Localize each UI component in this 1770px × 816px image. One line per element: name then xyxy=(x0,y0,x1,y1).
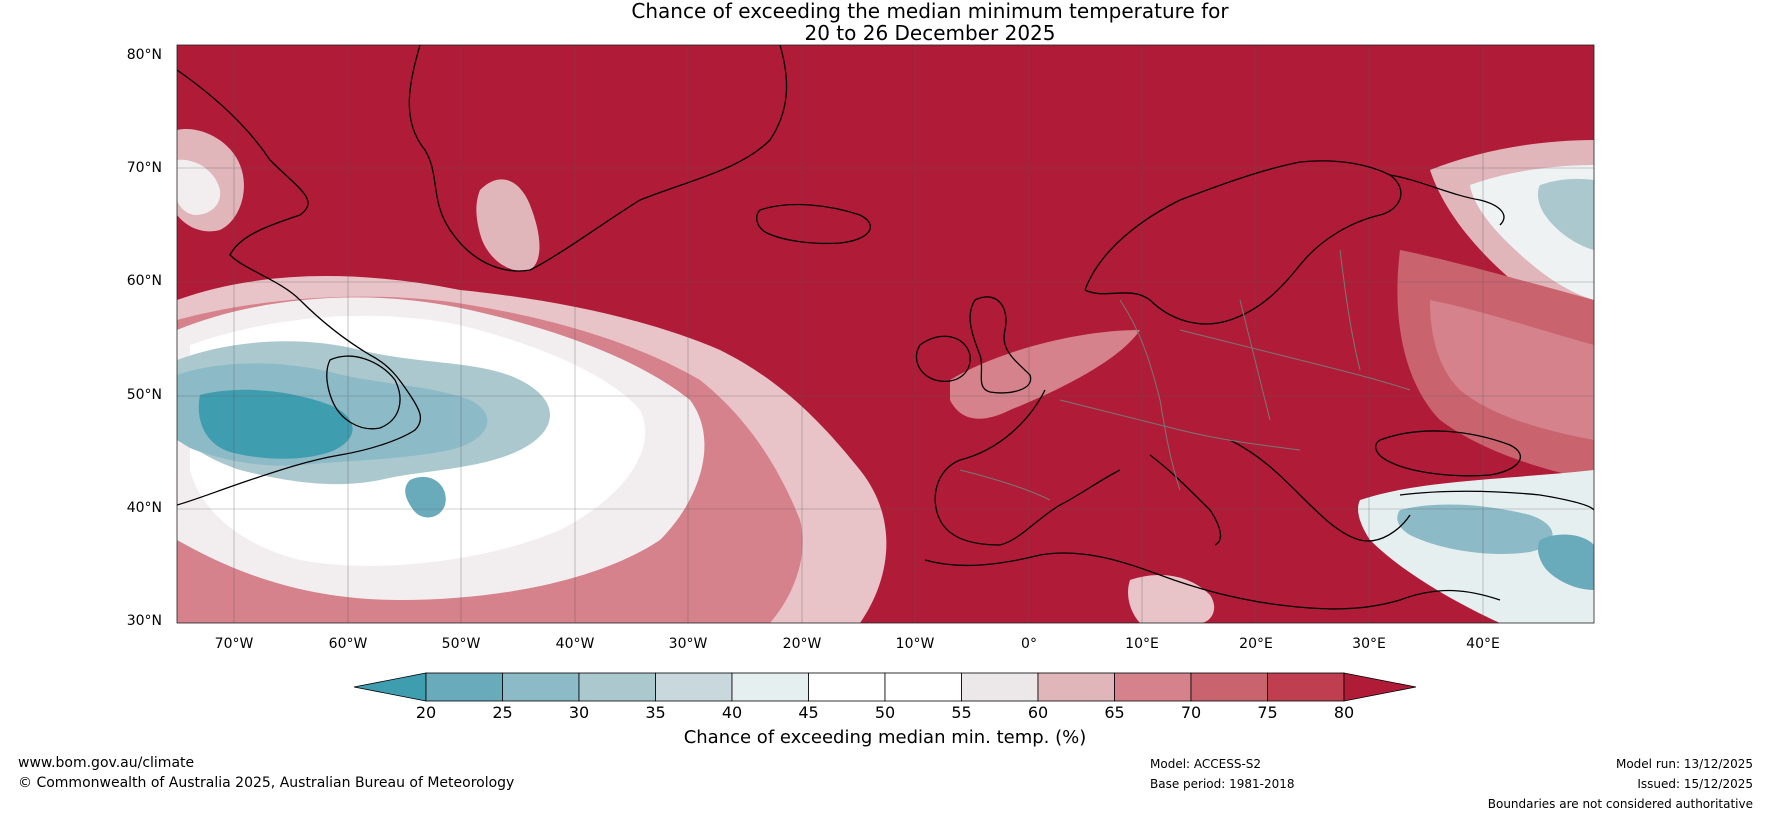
colorbar-swatch xyxy=(1190,672,1268,702)
lat-label-60n: 60°N xyxy=(126,273,162,289)
colorbar-swatch xyxy=(578,672,656,702)
cool-zone-northeast xyxy=(1537,178,1594,250)
colorbar-swatch xyxy=(1037,672,1115,702)
colorbar-tick-label: 40 xyxy=(721,703,743,722)
coast-newfoundland xyxy=(326,355,401,430)
website-link[interactable]: www.bom.gov.au/climate xyxy=(18,755,195,771)
colorbar-swatch xyxy=(655,672,733,702)
warm-zone-east-europe-2 xyxy=(1430,300,1594,440)
coast-balkans xyxy=(1229,439,1411,542)
coast-ireland xyxy=(915,335,971,382)
colorbar-tick-label: 70 xyxy=(1180,703,1202,722)
model-run-date: Model run: 13/12/2025 xyxy=(1615,757,1753,771)
graticule xyxy=(177,45,1594,623)
neutral-zone-north-africa xyxy=(1128,575,1215,623)
lon-label-30e: 30°E xyxy=(1352,636,1386,652)
colorbar-tick-label: 60 xyxy=(1027,703,1049,722)
cool-zone-spot xyxy=(405,476,446,518)
lon-label-50w: 50°W xyxy=(441,636,481,652)
coast-scandinavia xyxy=(1084,160,1402,325)
lon-label-60w: 60°W xyxy=(328,636,368,652)
cool-zone-middle-east-3 xyxy=(1537,534,1594,590)
probability-field xyxy=(177,45,1594,623)
colorbar-swatch xyxy=(425,672,503,702)
base-period: Base period: 1981-2018 xyxy=(1150,777,1295,791)
colorbar-tick-label: 80 xyxy=(1333,703,1355,722)
colorbar-swatch xyxy=(731,672,809,702)
white-zone-baffin xyxy=(177,159,221,215)
colorbar-tick-label: 75 xyxy=(1257,703,1278,722)
coast-black-sea xyxy=(1375,430,1522,477)
lat-label-70n: 70°N xyxy=(126,160,162,176)
colorbar-max-arrow xyxy=(1343,672,1417,702)
coast-europe-iberia xyxy=(934,389,1121,546)
lat-label-40n: 40°N xyxy=(126,500,162,516)
borders xyxy=(959,249,1411,501)
colorbar-tick-label: 35 xyxy=(645,703,666,722)
map-title: Chance of exceeding the median minimum t… xyxy=(631,0,1229,23)
coast-italy xyxy=(1149,454,1222,546)
coast-greenland xyxy=(408,45,788,272)
copyright-text: © Commonwealth of Australia 2025, Austra… xyxy=(18,775,515,791)
colorbar-swatch xyxy=(961,672,1039,702)
colorbar-label: Chance of exceeding median min. temp. (%… xyxy=(683,727,1087,748)
coast-kola xyxy=(1389,174,1505,226)
lat-label-50n: 50°N xyxy=(126,387,162,403)
lon-label-20e: 20°E xyxy=(1239,636,1273,652)
coastlines xyxy=(177,45,1594,610)
boundaries-disclaimer: Boundaries are not considered authoritat… xyxy=(1487,797,1753,811)
coast-baffin-labrador xyxy=(177,69,422,506)
lon-label-10e: 10°E xyxy=(1125,636,1159,652)
colorbar-swatch xyxy=(1267,672,1345,702)
lon-label-40w: 40°W xyxy=(555,636,595,652)
issued-date: Issued: 15/12/2025 xyxy=(1637,777,1753,791)
coast-north-africa xyxy=(924,552,1501,610)
colorbar-swatch xyxy=(884,672,962,702)
colorbar-min-arrow xyxy=(353,672,427,702)
lon-label-20w: 20°W xyxy=(782,636,822,652)
colorbar-tick-label: 65 xyxy=(1104,703,1125,722)
cool-zone-core xyxy=(198,389,353,459)
lon-label-70w: 70°W xyxy=(214,636,254,652)
colorbar-tick-label: 45 xyxy=(798,703,819,722)
lat-label-80n: 80°N xyxy=(126,47,162,63)
coast-iceland xyxy=(756,203,872,245)
lat-label-30n: 30°N xyxy=(126,613,162,629)
colorbar-tick-label: 25 xyxy=(492,703,513,722)
colorbar-tick-label: 50 xyxy=(874,703,896,722)
warm-zone-biscay xyxy=(950,330,1140,419)
colorbar xyxy=(353,672,1417,702)
map-subtitle-dates: 20 to 26 December 2025 xyxy=(804,21,1056,45)
colorbar-tick-label: 30 xyxy=(568,703,590,722)
model-name: Model: ACCESS-S2 xyxy=(1150,757,1262,771)
colorbar-tick-label: 55 xyxy=(951,703,972,722)
colorbar-tick-label: 20 xyxy=(415,703,437,722)
coast-anatolia xyxy=(1399,490,1594,511)
neutral-zone-greenland-south xyxy=(476,179,540,271)
colorbar-swatch xyxy=(808,672,886,702)
map-frame xyxy=(176,44,1595,624)
lon-label-30w: 30°W xyxy=(668,636,708,652)
coast-britain xyxy=(969,296,1032,394)
colorbar-swatch xyxy=(1114,672,1192,702)
colorbar-swatch xyxy=(502,672,580,702)
lon-label-10w: 10°W xyxy=(895,636,935,652)
cool-zone-middle-east-2 xyxy=(1397,504,1553,555)
lon-label-0: 0° xyxy=(1021,636,1037,652)
lon-label-40e: 40°E xyxy=(1466,636,1500,652)
